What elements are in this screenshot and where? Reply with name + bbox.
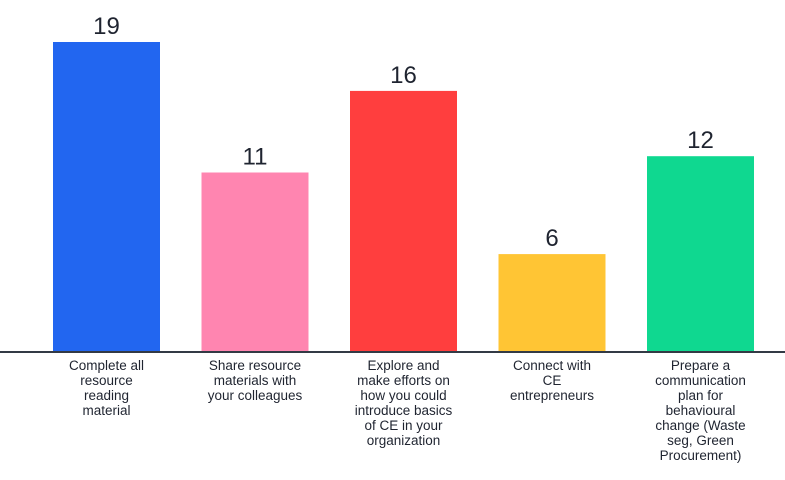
category-label-line: organization [367, 433, 441, 448]
value-labels-layer: 19 11 16 6 12 [93, 13, 714, 252]
category-label-line: Share resource [209, 358, 301, 373]
category-label-line: material [82, 403, 130, 418]
category-label-line: seg, Green [667, 433, 734, 448]
value-label-1: 19 [93, 13, 120, 40]
value-label-4: 6 [545, 225, 558, 252]
category-label-1: Complete all resource reading material [69, 358, 144, 418]
value-label-3: 16 [390, 62, 417, 89]
category-label-line: Prepare a [671, 358, 731, 373]
category-label-line: of CE in your [364, 418, 443, 433]
category-label-line: entrepreneurs [510, 388, 594, 403]
bar-3 [350, 90, 457, 353]
bars-layer [53, 42, 754, 353]
category-label-5: Prepare a communication plan for behavioura… [655, 358, 746, 463]
bar-2 [201, 172, 309, 352]
category-label-line: CE [543, 373, 562, 388]
category-label-line: reading [84, 388, 129, 403]
category-label-line: materials with [214, 373, 297, 388]
bar-4 [498, 254, 606, 352]
category-label-2: Share resource materials with your colleag… [208, 358, 303, 403]
category-label-line: resource [80, 373, 133, 388]
category-label-line: Connect with [513, 358, 591, 373]
category-label-line: plan for [678, 388, 724, 403]
bar-1 [53, 42, 160, 352]
category-label-line: make efforts on [357, 373, 450, 388]
category-labels-layer: Complete all resource reading material Share… [69, 358, 746, 463]
category-label-line: your colleagues [208, 388, 303, 403]
category-label-line: behavioural [666, 403, 736, 418]
category-label-line: how you could [360, 388, 446, 403]
bar-5 [647, 156, 754, 352]
category-label-3: Explore and make efforts on how you could i… [355, 358, 453, 448]
category-label-line: introduce basics [355, 403, 453, 418]
category-label-line: Procurement) [660, 448, 742, 463]
category-label-4: Connect with CE entrepreneurs [510, 358, 594, 403]
category-label-line: change (Waste [655, 418, 745, 433]
category-label-line: Explore and [367, 358, 439, 373]
category-label-line: Complete all [69, 358, 144, 373]
value-label-2: 11 [243, 144, 268, 171]
category-label-line: communication [655, 373, 746, 388]
value-label-5: 12 [687, 127, 714, 154]
